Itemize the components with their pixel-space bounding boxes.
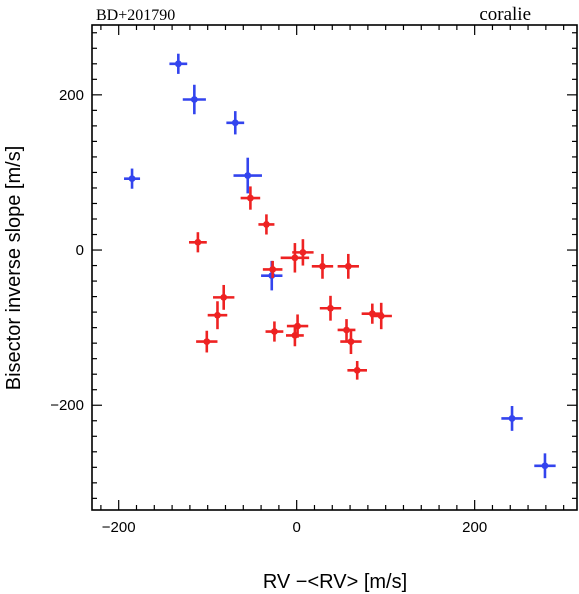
data-point <box>337 319 356 341</box>
point-marker <box>294 322 301 330</box>
point-marker <box>214 311 221 319</box>
data-point <box>240 186 261 210</box>
data-point <box>292 239 314 266</box>
data-point <box>280 243 310 273</box>
point-marker <box>327 304 334 312</box>
star-name-label: BD+201790 <box>96 7 175 24</box>
point-marker <box>377 312 385 320</box>
point-marker <box>231 119 239 127</box>
data-marks <box>124 53 556 479</box>
axis-ticks <box>92 25 577 510</box>
data-point <box>226 111 245 135</box>
point-marker <box>128 175 136 183</box>
data-point <box>311 253 334 279</box>
point-marker <box>269 266 277 273</box>
plot-frame <box>91 24 578 511</box>
point-marker <box>220 293 228 301</box>
data-point <box>169 53 188 74</box>
point-marker <box>271 328 278 335</box>
point-marker <box>508 415 516 422</box>
x-tick-label: 0 <box>293 519 301 536</box>
series-1 <box>189 186 392 380</box>
data-point <box>347 361 367 380</box>
data-point <box>207 301 228 330</box>
data-point <box>213 284 235 310</box>
x-axis-label: RV −<RV> [m/s] <box>263 571 407 593</box>
point-marker <box>291 254 299 262</box>
point-marker <box>190 96 198 103</box>
tick-labels: −200 0 200 −200 0 200 <box>50 87 487 536</box>
y-tick-label: 200 <box>59 87 84 104</box>
x-tick-label: 200 <box>462 519 487 536</box>
point-marker <box>203 338 211 346</box>
data-point <box>370 302 392 330</box>
data-point <box>319 295 342 321</box>
data-point <box>233 157 262 194</box>
data-point <box>286 314 309 338</box>
data-point <box>534 453 556 479</box>
data-point <box>265 321 284 342</box>
data-point <box>501 406 523 431</box>
point-marker <box>347 338 355 346</box>
point-marker <box>353 366 361 374</box>
y-tick-label: 0 <box>76 242 84 259</box>
data-point <box>189 232 207 253</box>
point-marker <box>244 172 252 179</box>
point-marker <box>263 221 270 228</box>
point-marker <box>343 326 350 334</box>
point-marker <box>344 262 352 270</box>
point-marker <box>247 194 254 202</box>
data-point <box>262 260 283 278</box>
data-point <box>340 329 362 355</box>
point-marker <box>541 462 549 470</box>
data-point <box>258 214 275 235</box>
x-tick-label: −200 <box>102 519 136 536</box>
data-point <box>124 168 141 189</box>
data-point <box>196 330 218 353</box>
data-point <box>182 84 206 115</box>
point-marker <box>194 238 202 246</box>
point-marker <box>299 248 307 256</box>
y-tick-label: −200 <box>50 397 84 414</box>
instrument-label: coralie <box>479 4 531 25</box>
y-axis-label: Bisector inverse slope [m/s] <box>3 146 25 391</box>
data-point <box>337 253 359 279</box>
point-marker <box>319 262 326 270</box>
point-marker <box>174 60 182 68</box>
